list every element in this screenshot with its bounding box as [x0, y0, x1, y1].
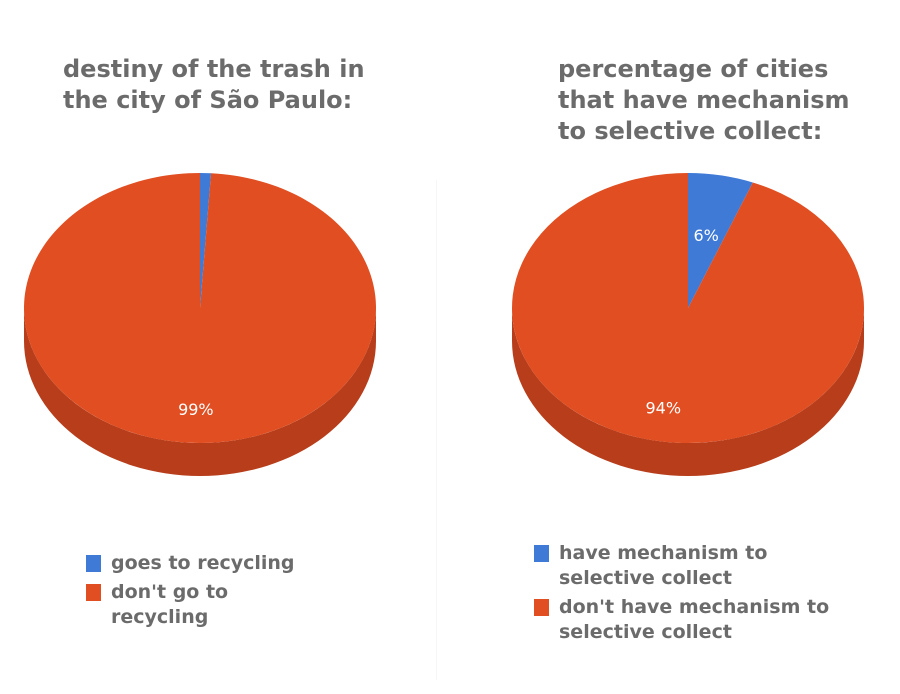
pie-data-label: 6%: [693, 226, 718, 245]
pie-data-label: 99%: [178, 400, 214, 419]
legend-item-have-mechanism: have mechanism to selective collect: [534, 541, 894, 591]
pie-side: [512, 308, 864, 476]
pie-slice-don-t-have-mechanism-to-selective-collect: [512, 173, 864, 443]
legend-item-goes-to-recycling: goes to recycling: [86, 551, 416, 576]
legend-label: goes to recycling: [111, 552, 295, 574]
pie-chart-selective-collect: 6% 94%: [512, 173, 864, 476]
legend-swatch-orange: [534, 599, 549, 616]
pie-side: [24, 308, 376, 476]
pie-slice-goes-to-recycling: [200, 173, 212, 308]
pie-slice-don-t-go-to-recycling: [23, 173, 376, 444]
pie-data-label: 94%: [645, 398, 681, 417]
legend-item-dont-have-mechanism: don't have mechanism to selective collec…: [534, 595, 894, 645]
pie-chart-trash-destiny: 99%: [23, 173, 376, 476]
legend-label: have mechanism to selective collect: [559, 542, 768, 589]
legend-selective-collect: have mechanism to selective collect don'…: [534, 541, 894, 649]
legend-swatch-orange: [86, 584, 101, 601]
legend-trash-destiny: goes to recycling don't go to recycling: [86, 551, 416, 634]
legend-swatch-blue: [534, 545, 549, 562]
legend-label: don't go to recycling: [111, 581, 229, 628]
legend-item-dont-go-to-recycling: don't go to recycling: [86, 580, 416, 630]
chart-divider: [436, 180, 437, 680]
legend-label: don't have mechanism to selective collec…: [559, 596, 830, 643]
legend-swatch-blue: [86, 555, 101, 572]
chart-title-trash-destiny: destiny of the trash in the city of São …: [63, 55, 365, 114]
chart-title-selective-collect: percentage of cities that have mechanism…: [558, 55, 850, 145]
pie-slice-have-mechanism-to-selective-collect: [688, 173, 753, 308]
